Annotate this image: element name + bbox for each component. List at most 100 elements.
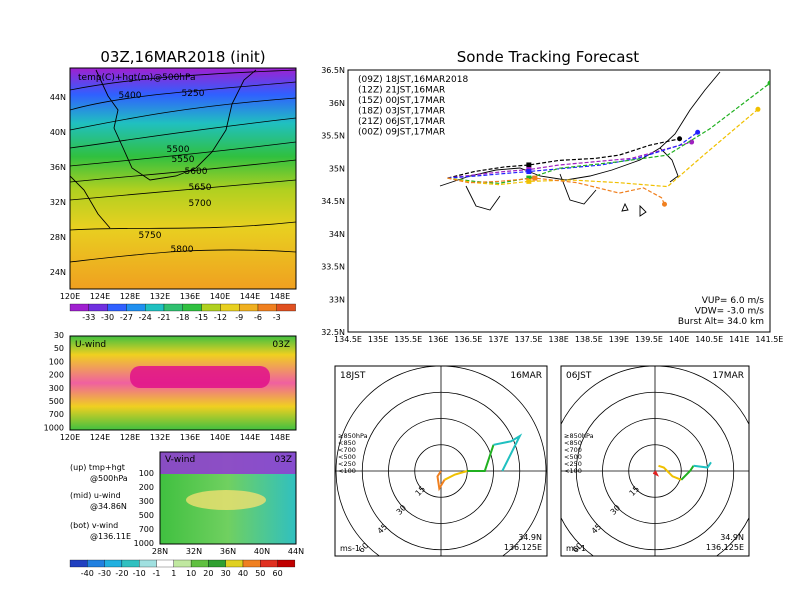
uwind-y-label: 500 [49, 397, 64, 406]
contour-label: 5750 [139, 231, 162, 241]
vwind-label: V-wind [165, 455, 195, 465]
colorbar-label: -33 [82, 313, 95, 322]
vwind-y-label: 100 [139, 469, 154, 478]
lon-label: 139.5E [635, 335, 663, 344]
coastline [70, 175, 111, 229]
contour-label: 5550 [172, 155, 195, 165]
burst-marker [526, 162, 532, 168]
lon-label: 136.5E [454, 335, 482, 344]
lon-label: 136E [180, 292, 200, 301]
hodo-legend-entry: <250 [338, 460, 356, 468]
hodo-legend-entry: <850 [564, 439, 582, 447]
burst-marker [526, 169, 532, 175]
vwind-y-label: 500 [139, 511, 154, 520]
hodo-trace [436, 470, 446, 492]
lat-label: 28N [50, 233, 66, 242]
colorbar-label: -12 [214, 313, 227, 322]
hodo-trace [444, 470, 468, 481]
contour-label: 5700 [189, 199, 212, 209]
colorbar-label: -10 [133, 569, 146, 578]
coastline [659, 147, 679, 183]
colorbar-label: -18 [176, 313, 189, 322]
lat-label: 32N [50, 198, 66, 207]
colorbar-swatch [220, 303, 240, 312]
vwind-x-label: 40N [254, 547, 270, 556]
lat-label: 34.5N [321, 197, 345, 206]
vwind-core [186, 490, 266, 510]
lon-label: 137E [488, 335, 508, 344]
uwind-y-label: 50 [54, 344, 64, 353]
uwind-label: U-wind [75, 340, 106, 350]
colorbar-label: -15 [195, 313, 208, 322]
track-endpoint [695, 129, 701, 135]
coastline [465, 185, 501, 211]
track-legend-entry: (12Z) 21JST,16MAR [358, 86, 445, 96]
vwind-y-label: 200 [139, 483, 154, 492]
track-endpoint [755, 106, 761, 112]
track-param: Burst Alt= 34.0 km [678, 317, 764, 327]
burst-marker [532, 175, 538, 181]
uwind-x-label: 124E [90, 433, 110, 442]
colorbar-label: 40 [238, 569, 248, 578]
track-series [447, 108, 759, 188]
hodo-lat: 34.9N [518, 533, 542, 542]
track-endpoint [677, 136, 683, 142]
colorbar-label: -6 [254, 313, 262, 322]
vwind-y-label: 300 [139, 497, 154, 506]
colorbar-swatch [163, 303, 183, 312]
lat-label: 35.5N [321, 132, 345, 141]
lat-label: 36N [329, 99, 345, 108]
colorbar-swatch [242, 559, 261, 568]
coastline [95, 69, 257, 181]
hodo-legend-entry: <100 [564, 467, 582, 475]
lon-label: 137.5E [515, 335, 543, 344]
hodo-legend-entry: ≥850hPa [338, 432, 368, 440]
vwind-time: 03Z [274, 455, 292, 465]
vwind-panel: V-wind 03Z 100 200 300 500 700 1000 28N 32N 36N… [134, 451, 304, 556]
vwind-x-label: 32N [186, 547, 202, 556]
coastline [559, 173, 597, 205]
vwind-x-labels: 28N 32N 36N 40N 44N [152, 547, 304, 556]
track-endpoint [662, 201, 667, 207]
colorbar-label: -30 [101, 313, 114, 322]
hodo-trace [680, 465, 695, 481]
track-param: VUP= 6.0 m/s [702, 296, 765, 306]
contour-line [70, 97, 296, 131]
hodo-legend-entry: <700 [564, 446, 582, 454]
island [639, 204, 647, 217]
lon-label: 141.5E [755, 335, 783, 344]
colorbar-label: -21 [157, 313, 170, 322]
hodo-trace [467, 444, 495, 472]
lat-label: 32.5N [321, 328, 345, 337]
vwind-upper [160, 452, 296, 474]
hodo-time: 06JST [566, 371, 592, 381]
wind-colorbar: -40 -30 -20 -10 -1 1 10 20 30 40 50 60 [69, 559, 296, 578]
contour-line [70, 69, 296, 91]
uwind-y-label: 100 [49, 357, 64, 366]
track-legend-entry: (21Z) 06JST,17MAR [358, 117, 445, 127]
colorbar-label: 1 [171, 569, 176, 578]
colorbar-swatch [260, 559, 278, 568]
jet-core [130, 366, 270, 388]
colorbar-swatch [201, 303, 221, 312]
lon-label: 135.5E [394, 335, 422, 344]
lon-label: 132E [150, 292, 170, 301]
contour-label: 5600 [185, 167, 208, 177]
contour-label: 5650 [189, 183, 212, 193]
contour-line [70, 141, 296, 167]
map-frame [69, 67, 297, 290]
hodo-unit: ms-1 [566, 544, 586, 553]
lon-label: 139E [609, 335, 629, 344]
track-series [447, 177, 666, 205]
hodo-lat: 34.9N [720, 533, 744, 542]
track-legend-entry: (15Z) 00JST,17MAR [358, 96, 445, 106]
uwind-x-label: 136E [180, 433, 200, 442]
contour-line [70, 179, 296, 201]
colorbar-label: 20 [203, 569, 213, 578]
uwind-y-labels: 30 50 100 200 300 500 700 1000 [44, 331, 64, 432]
